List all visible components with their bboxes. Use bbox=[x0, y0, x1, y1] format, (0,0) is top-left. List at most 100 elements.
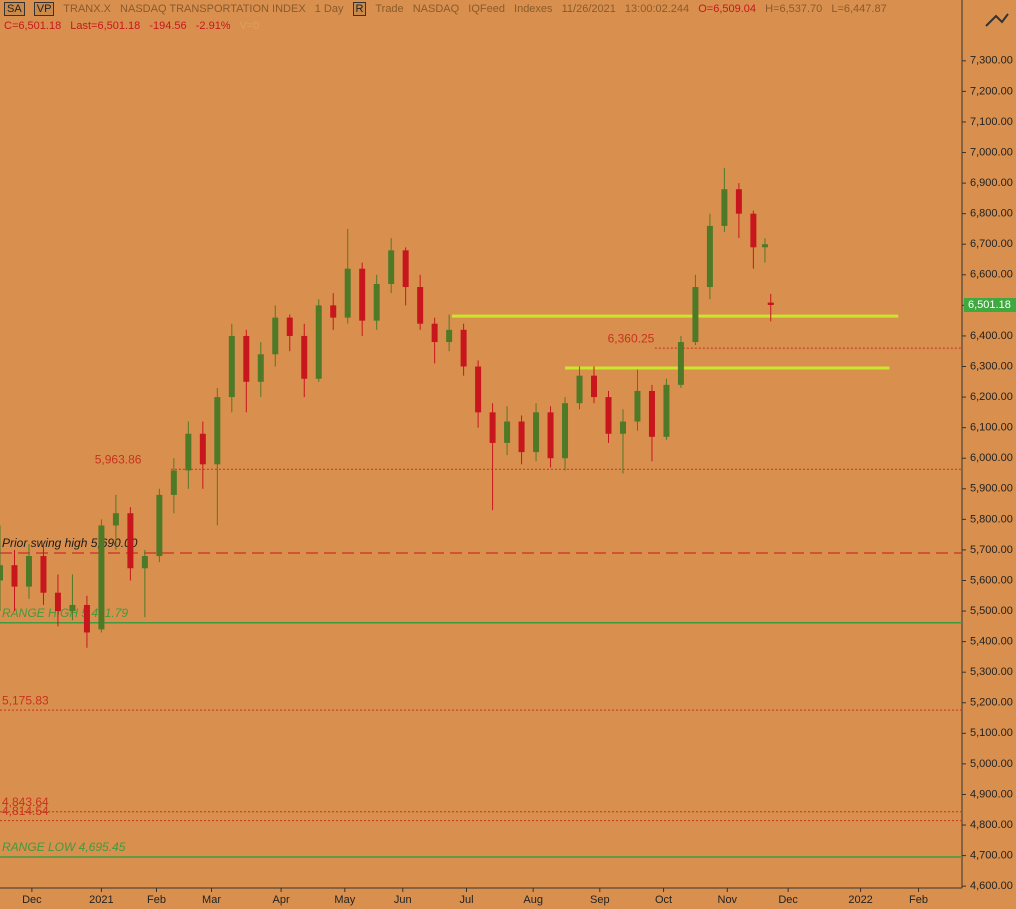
quote-row: C=6,501.18 Last=6,501.18 -194.56 -2.91% … bbox=[4, 20, 266, 32]
candle-body bbox=[663, 384, 670, 437]
candle-body bbox=[141, 556, 148, 569]
candle-body bbox=[417, 287, 424, 324]
level-label: 4,843.64 bbox=[2, 795, 49, 809]
button[interactable]: R bbox=[352, 2, 367, 16]
x-tick-label: Mar bbox=[202, 894, 221, 906]
last-price-tag bbox=[964, 298, 1016, 313]
candle-body bbox=[11, 565, 18, 587]
candle-body bbox=[373, 283, 380, 321]
candle-body bbox=[619, 421, 626, 434]
interval[interactable]: 1 Day bbox=[314, 3, 344, 15]
change-pct: -2.91% bbox=[195, 20, 231, 32]
x-tick-label: Nov bbox=[718, 894, 738, 906]
candle-body bbox=[431, 323, 438, 343]
candle-body bbox=[721, 189, 728, 226]
candle-body bbox=[446, 329, 453, 343]
candle-body bbox=[112, 513, 119, 526]
x-tick-label: Jun bbox=[394, 894, 412, 906]
candle-body bbox=[272, 317, 279, 355]
info: Indexes bbox=[514, 3, 553, 15]
x-tick-label: Jul bbox=[459, 894, 473, 906]
candle-body bbox=[344, 268, 351, 318]
x-tick-label: Feb bbox=[909, 894, 928, 906]
candle-body bbox=[547, 412, 554, 459]
candle-body bbox=[767, 302, 774, 306]
candle-body bbox=[69, 604, 76, 612]
candle-body bbox=[156, 494, 163, 557]
y-tick-label: 5,200.00 bbox=[970, 697, 1013, 709]
candle-body bbox=[243, 335, 250, 382]
level-label: RANGE LOW 4,695.45 bbox=[2, 840, 126, 854]
candle-body bbox=[518, 421, 525, 453]
x-tick-label: Apr bbox=[273, 894, 290, 906]
x-tick-label: 2021 bbox=[89, 894, 113, 906]
index-name: NASDAQ TRANSPORTATION INDEX bbox=[120, 3, 306, 15]
y-tick-label: 6,900.00 bbox=[970, 177, 1013, 189]
x-tick-label: Dec bbox=[22, 894, 42, 906]
candle-body bbox=[0, 565, 3, 581]
candle-body bbox=[228, 335, 235, 398]
candle-body bbox=[576, 375, 583, 404]
candle-body bbox=[504, 421, 511, 443]
y-tick-label: 6,800.00 bbox=[970, 208, 1013, 220]
candle-body bbox=[170, 470, 177, 495]
x-tick-label: Sep bbox=[590, 894, 610, 906]
candle-body bbox=[286, 317, 293, 336]
y-tick-label: 5,700.00 bbox=[970, 544, 1013, 556]
level-label: 4,814.54 bbox=[2, 804, 49, 818]
candle-body bbox=[605, 397, 612, 434]
y-tick-label: 5,000.00 bbox=[970, 758, 1013, 770]
candle-body bbox=[460, 329, 467, 367]
y-tick-label: 5,500.00 bbox=[970, 605, 1013, 617]
y-tick-label: 6,100.00 bbox=[970, 422, 1013, 434]
symbol: TRANX.X bbox=[63, 3, 111, 15]
y-tick-label: 6,600.00 bbox=[970, 269, 1013, 281]
x-tick-label: May bbox=[334, 894, 355, 906]
y-tick-label: 5,900.00 bbox=[970, 483, 1013, 495]
info: NASDAQ bbox=[412, 3, 460, 15]
candle-body bbox=[214, 397, 221, 465]
y-tick-label: 6,000.00 bbox=[970, 452, 1013, 464]
y-tick-label: 6,200.00 bbox=[970, 391, 1013, 403]
date: 11/26/2021 bbox=[561, 3, 616, 15]
y-tick-label: 5,800.00 bbox=[970, 513, 1013, 525]
x-tick-label: Aug bbox=[523, 894, 543, 906]
x-tick-label: Oct bbox=[655, 894, 672, 906]
candle-body bbox=[735, 189, 742, 214]
x-tick-label: Dec bbox=[778, 894, 798, 906]
candle-body bbox=[648, 390, 655, 437]
time: 13:00:02.244 bbox=[624, 3, 690, 15]
x-tick-label: Feb bbox=[147, 894, 166, 906]
header: SA VP TRANX.X NASDAQ TRANSPORTATION INDE… bbox=[4, 2, 893, 16]
level-label: Prior swing high 5,690.00 bbox=[2, 536, 138, 550]
y-tick-label: 7,300.00 bbox=[970, 55, 1013, 67]
level-label: 6,360.25 bbox=[608, 331, 655, 345]
x-tick-label: 2022 bbox=[848, 894, 872, 906]
y-tick-label: 6,400.00 bbox=[970, 330, 1013, 342]
y-tick-label: 6,700.00 bbox=[970, 238, 1013, 250]
candle-body bbox=[761, 244, 768, 248]
y-tick-label: 7,000.00 bbox=[970, 146, 1013, 158]
candle-body bbox=[83, 604, 90, 633]
button[interactable]: SA bbox=[4, 2, 25, 16]
tool-icon bbox=[985, 13, 1009, 27]
candle-body bbox=[315, 305, 322, 379]
close: C=6,501.18 bbox=[4, 20, 62, 32]
candle-body bbox=[692, 287, 699, 343]
candle-body bbox=[330, 305, 337, 318]
y-tick-label: 4,800.00 bbox=[970, 819, 1013, 831]
candle-body bbox=[706, 225, 713, 288]
candle-body bbox=[359, 268, 366, 321]
candle-body bbox=[402, 250, 409, 288]
y-tick-label: 4,700.00 bbox=[970, 850, 1013, 862]
candle-body bbox=[185, 433, 192, 471]
y-tick-label: 7,200.00 bbox=[970, 85, 1013, 97]
candle-body bbox=[54, 592, 61, 612]
open: O=6,509.04 bbox=[698, 3, 757, 15]
candle-body bbox=[40, 556, 47, 593]
high: H=6,537.70 bbox=[765, 3, 823, 15]
candle-body bbox=[98, 525, 105, 630]
candle-body bbox=[677, 342, 684, 385]
button[interactable]: VP bbox=[33, 2, 55, 16]
